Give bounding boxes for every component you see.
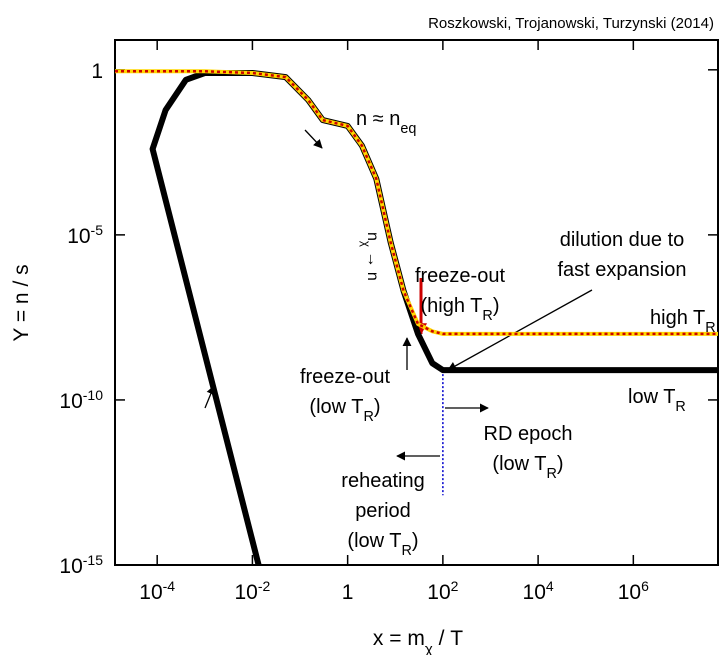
tick-base: 10 — [59, 390, 82, 413]
label-part: R — [547, 466, 557, 482]
plot-frame — [114, 39, 719, 566]
label-part: Y = n / s — [10, 264, 33, 341]
tick-exp: -4 — [163, 578, 176, 594]
tick-label: 104 — [523, 578, 554, 604]
label: freeze-out — [300, 366, 390, 388]
tick-base: 1 — [342, 581, 354, 604]
label-part: ) — [493, 295, 500, 317]
label-part: dilution due to — [560, 229, 685, 251]
label: n ≈ neq — [356, 108, 416, 137]
arrows — [204, 129, 593, 461]
arrow — [304, 129, 323, 149]
tick-label: 10-4 — [139, 578, 175, 604]
tick-base: 10 — [59, 555, 82, 578]
tick-exp: -10 — [83, 387, 103, 403]
label-part: (low T — [492, 453, 546, 475]
label-part: χ — [359, 241, 371, 247]
curve — [149, 70, 718, 565]
label: (low TR) — [347, 530, 418, 559]
tick-base: 10 — [427, 581, 450, 604]
tick-base: 10 — [139, 581, 162, 604]
label: (low TR) — [492, 453, 563, 482]
tick-exp: 2 — [451, 578, 459, 594]
label-part: eq — [400, 121, 416, 137]
tick-base: 10 — [523, 581, 546, 604]
label-part: R — [705, 320, 715, 336]
label-part: R — [482, 308, 492, 324]
label: low TR — [628, 386, 686, 415]
label: fast expansion — [558, 259, 687, 281]
tick-exp: 4 — [546, 578, 554, 594]
label-part: reheating — [341, 470, 424, 492]
label-part: ) — [557, 453, 564, 475]
tick-label: 10-5 — [67, 222, 103, 248]
tick-base: 10 — [67, 225, 90, 248]
label-part: R — [402, 543, 412, 559]
label-part: (low T — [309, 396, 363, 418]
label-part: ) — [412, 530, 419, 552]
label-part: low T — [628, 386, 675, 408]
label-part: freeze-out — [415, 265, 505, 287]
tick-base: 1 — [91, 60, 103, 83]
label-part: fast expansion — [558, 259, 687, 281]
tick-label: 106 — [618, 578, 649, 604]
arrow — [447, 289, 593, 371]
tick-exp: 6 — [641, 578, 649, 594]
label-part: n ≈ n — [356, 108, 400, 130]
label-part: ) — [374, 396, 381, 418]
label: x = mχ / T — [373, 627, 463, 655]
curve-dash — [115, 70, 718, 336]
tick-label: 102 — [427, 578, 458, 604]
label: RD epoch — [484, 423, 573, 445]
label-part: period — [355, 500, 411, 522]
label: reheating — [341, 470, 424, 492]
label-part: x = m — [373, 627, 425, 650]
label: period — [355, 500, 411, 522]
curve — [115, 69, 718, 336]
label-part: freeze-out — [300, 366, 390, 388]
credit: Roszkowski, Trojanowski, Turzynski (2014… — [428, 15, 714, 32]
tick-label: 1 — [342, 581, 354, 604]
tick-base: 10 — [235, 581, 258, 604]
label-part: high T — [650, 307, 705, 329]
label: (low TR) — [309, 396, 380, 425]
label: nχ → n — [359, 232, 381, 281]
tick-label: 10-15 — [59, 552, 103, 578]
tick-exp: -15 — [83, 552, 103, 568]
tick-exp: -5 — [91, 222, 104, 238]
label-part: n — [364, 232, 381, 241]
label-part: → n — [364, 247, 381, 281]
tick-exp: -2 — [258, 578, 271, 594]
label-part: (low T — [347, 530, 401, 552]
label: Y = n / s — [10, 264, 33, 341]
tick-base: 10 — [618, 581, 641, 604]
label: high TR — [650, 307, 716, 336]
tick-label: 10-2 — [235, 578, 271, 604]
label: (high TR) — [421, 295, 500, 324]
label-part: (high T — [421, 295, 483, 317]
label: dilution due to — [560, 229, 685, 251]
label-part: / T — [433, 627, 464, 650]
label-part: R — [675, 399, 685, 415]
tick-label: 1 — [91, 60, 103, 83]
tick-label: 10-10 — [59, 387, 103, 413]
label-part: R — [364, 409, 374, 425]
label-part: RD epoch — [484, 423, 573, 445]
label-part: χ — [425, 641, 433, 655]
label: freeze-out — [415, 265, 505, 287]
